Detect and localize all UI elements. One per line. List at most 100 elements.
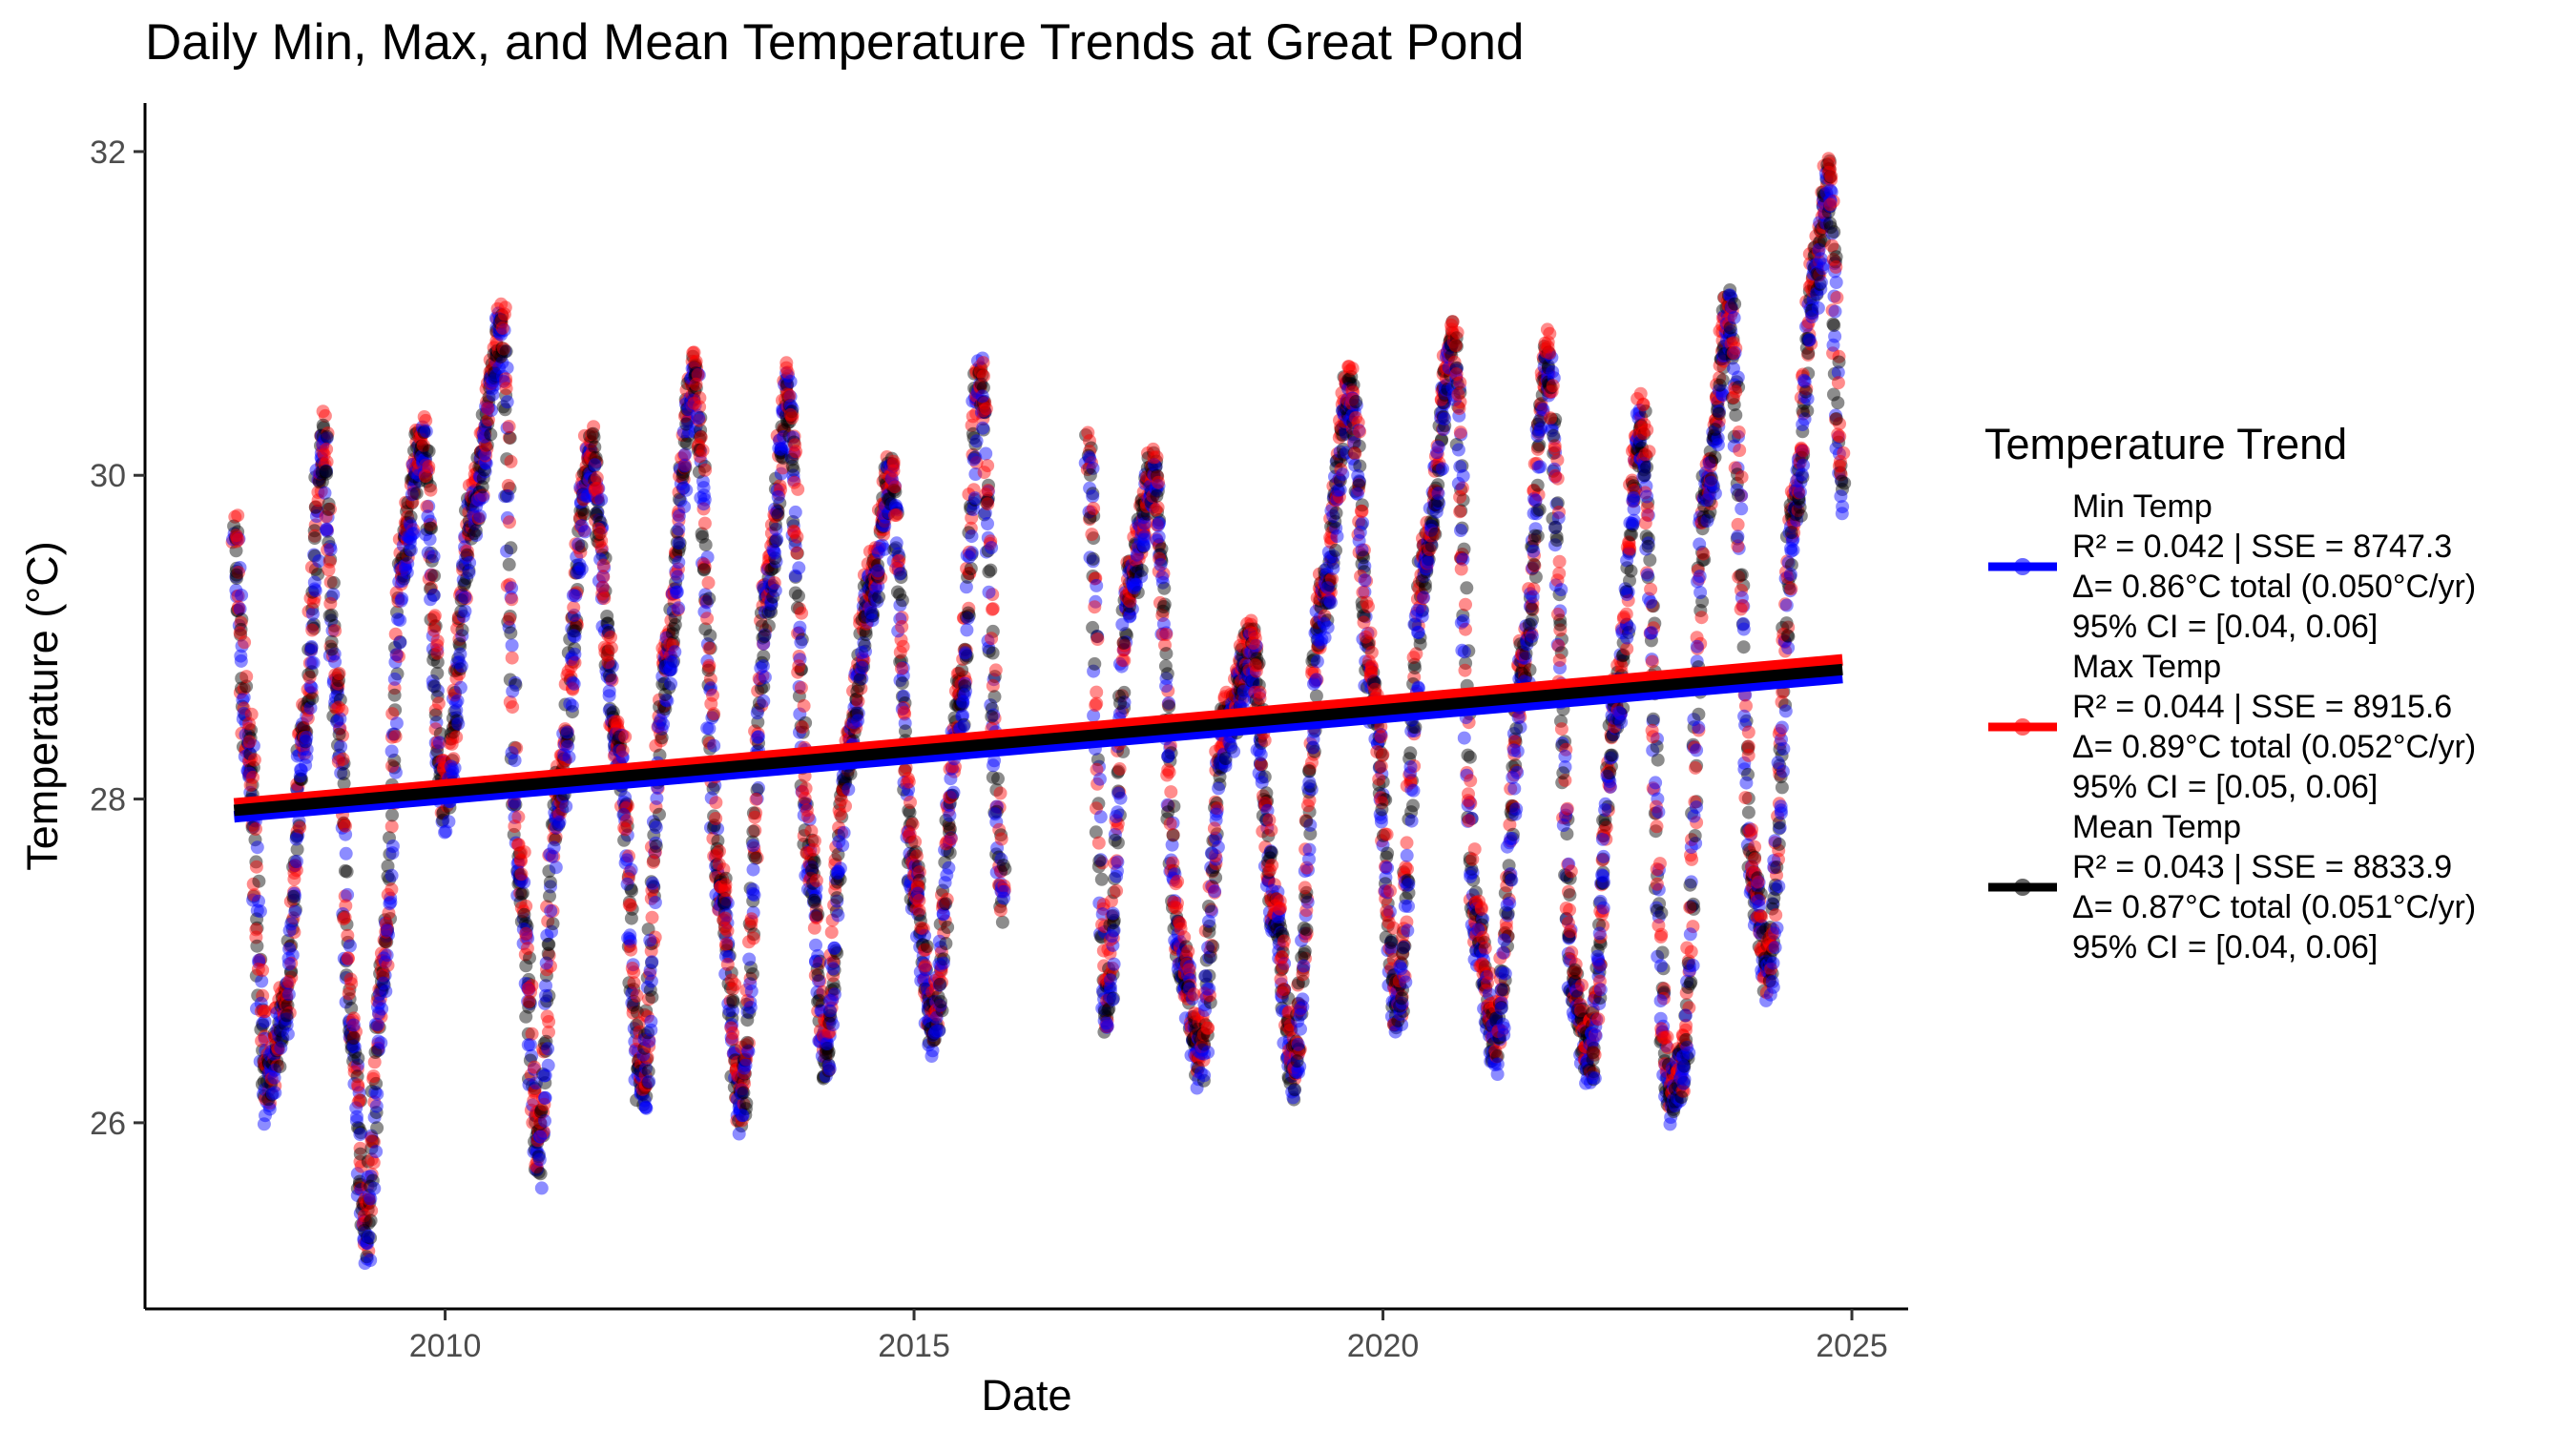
point-max-temp bbox=[625, 962, 639, 975]
point-max-temp bbox=[244, 707, 259, 721]
point-max-temp bbox=[229, 529, 243, 543]
point-min-temp bbox=[743, 1001, 758, 1014]
point-min-temp bbox=[290, 855, 303, 868]
point-min-temp bbox=[1202, 914, 1215, 928]
point-min-temp bbox=[1209, 807, 1223, 821]
point-min-temp bbox=[506, 684, 520, 698]
point-mean-temp bbox=[231, 525, 245, 539]
point-min-temp bbox=[404, 543, 418, 557]
point-max-temp bbox=[744, 912, 758, 926]
point-max-temp bbox=[895, 661, 908, 675]
point-min-temp bbox=[929, 1024, 944, 1038]
point-min-temp bbox=[306, 655, 321, 670]
point-min-temp bbox=[1200, 982, 1215, 996]
point-min-temp bbox=[539, 988, 552, 1003]
point-mean-temp bbox=[830, 891, 844, 905]
point-min-temp bbox=[742, 952, 757, 966]
point-max-temp bbox=[239, 744, 253, 758]
point-mean-temp bbox=[409, 487, 424, 501]
point-max-temp bbox=[806, 842, 821, 857]
point-min-temp bbox=[253, 1054, 267, 1068]
point-max-temp bbox=[332, 667, 346, 680]
point-min-temp bbox=[538, 1090, 551, 1105]
point-max-temp bbox=[707, 707, 721, 721]
point-mean-temp bbox=[1088, 656, 1102, 671]
point-max-temp bbox=[889, 508, 904, 522]
point-mean-temp bbox=[761, 619, 776, 633]
point-mean-temp bbox=[305, 692, 320, 706]
point-max-temp bbox=[981, 459, 995, 473]
point-max-temp bbox=[895, 620, 909, 633]
point-min-temp bbox=[1106, 992, 1120, 1006]
point-mean-temp bbox=[899, 724, 912, 738]
point-max-temp bbox=[233, 686, 247, 699]
point-max-temp bbox=[341, 951, 355, 965]
point-min-temp bbox=[234, 653, 248, 668]
point-min-temp bbox=[969, 434, 984, 448]
point-min-temp bbox=[758, 670, 772, 684]
point-mean-temp bbox=[702, 591, 717, 606]
point-max-temp bbox=[260, 1047, 275, 1061]
point-min-temp bbox=[232, 531, 246, 546]
point-min-temp bbox=[677, 459, 692, 473]
point-mean-temp bbox=[933, 977, 947, 991]
point-mean-temp bbox=[1156, 600, 1171, 613]
point-max-temp bbox=[1181, 944, 1195, 959]
point-max-temp bbox=[228, 509, 242, 524]
point-max-temp bbox=[1277, 934, 1291, 948]
point-min-temp bbox=[346, 1018, 361, 1032]
point-mean-temp bbox=[273, 1060, 287, 1074]
point-mean-temp bbox=[243, 731, 258, 745]
point-min-temp bbox=[821, 1037, 835, 1050]
point-min-temp bbox=[735, 1109, 749, 1123]
point-max-temp bbox=[1257, 734, 1272, 747]
point-max-temp bbox=[366, 1069, 381, 1084]
point-min-temp bbox=[505, 638, 519, 653]
point-min-temp bbox=[644, 1014, 658, 1028]
point-max-temp bbox=[800, 810, 815, 824]
point-min-temp bbox=[837, 825, 851, 840]
point-mean-temp bbox=[370, 1121, 384, 1135]
point-min-temp bbox=[307, 575, 322, 590]
point-mean-temp bbox=[1206, 940, 1220, 953]
point-max-temp bbox=[418, 469, 432, 484]
point-max-temp bbox=[797, 698, 811, 713]
point-min-temp bbox=[237, 706, 251, 720]
point-mean-temp bbox=[645, 990, 659, 1005]
point-min-temp bbox=[374, 1036, 388, 1050]
point-mean-temp bbox=[987, 690, 1002, 704]
point-mean-temp bbox=[703, 629, 717, 643]
point-mean-temp bbox=[257, 1089, 271, 1103]
point-max-temp bbox=[1246, 636, 1260, 651]
point-max-temp bbox=[499, 382, 513, 396]
point-mean-temp bbox=[227, 519, 241, 533]
point-mean-temp bbox=[1329, 506, 1343, 520]
point-min-temp bbox=[1106, 906, 1120, 921]
point-mean-temp bbox=[229, 544, 243, 558]
point-min-temp bbox=[505, 746, 519, 760]
point-max-temp bbox=[231, 600, 245, 614]
point-mean-temp bbox=[239, 679, 254, 694]
point-min-temp bbox=[400, 566, 414, 580]
point-min-temp bbox=[1137, 529, 1152, 544]
point-mean-temp bbox=[385, 808, 399, 822]
point-min-temp bbox=[1198, 969, 1213, 984]
point-mean-temp bbox=[533, 1167, 548, 1181]
point-min-temp bbox=[505, 581, 519, 595]
point-max-temp bbox=[1110, 883, 1124, 898]
point-mean-temp bbox=[255, 1077, 269, 1091]
point-mean-temp bbox=[259, 1060, 273, 1074]
point-max-temp bbox=[1273, 902, 1287, 916]
point-min-temp bbox=[831, 866, 844, 881]
point-max-temp bbox=[993, 903, 1008, 918]
point-max-temp bbox=[1207, 821, 1221, 836]
point-max-temp bbox=[249, 930, 263, 944]
point-max-temp bbox=[1091, 836, 1106, 850]
point-max-temp bbox=[231, 532, 245, 547]
point-min-temp bbox=[393, 635, 407, 650]
point-min-temp bbox=[253, 904, 267, 919]
point-min-temp bbox=[1153, 558, 1168, 571]
point-mean-temp bbox=[427, 569, 441, 583]
point-max-temp bbox=[426, 611, 441, 625]
point-min-temp bbox=[235, 639, 249, 653]
